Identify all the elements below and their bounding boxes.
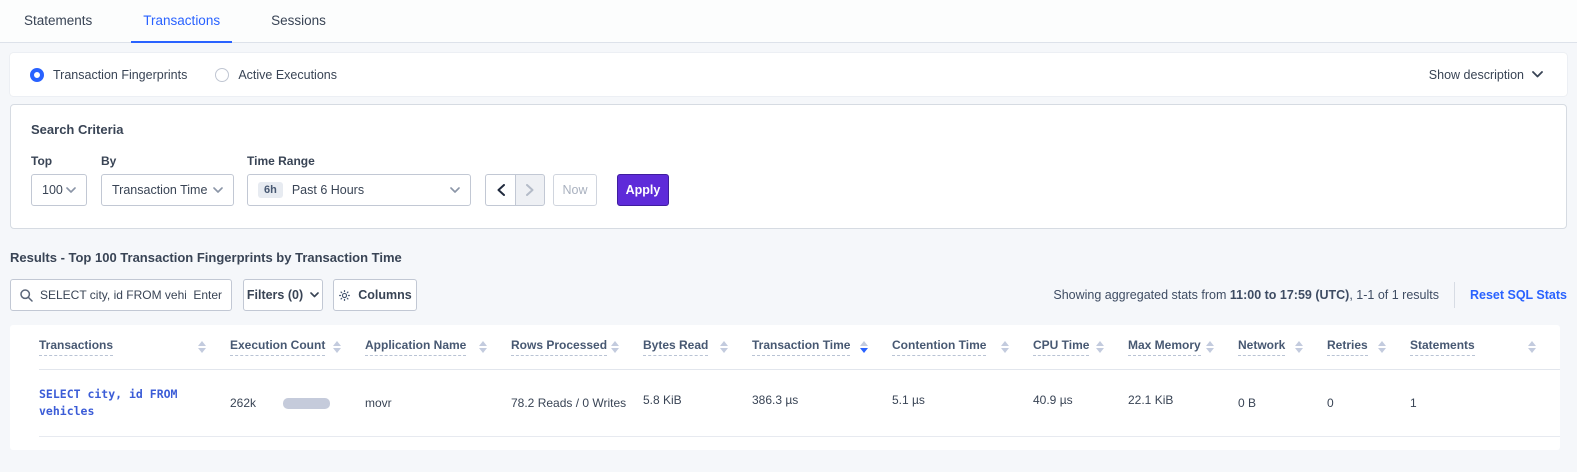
radio-label: Transaction Fingerprints — [53, 67, 188, 82]
radio-transaction-fingerprints[interactable]: Transaction Fingerprints — [30, 67, 188, 82]
columns-button[interactable]: Columns — [333, 279, 417, 311]
col-header-bytes-read[interactable]: Bytes Read — [643, 338, 752, 356]
by-select-value: Transaction Time — [112, 183, 208, 197]
table-row: SELECT city, id FROM vehicles 262k movr … — [39, 370, 1560, 437]
view-toggle-bar: Transaction Fingerprints Active Executio… — [10, 53, 1567, 96]
cell-cpu-time: 40.9 µs — [1033, 392, 1073, 407]
execution-count-barchart — [283, 397, 330, 409]
tab-statements[interactable]: Statements — [24, 13, 93, 28]
gear-icon — [339, 289, 351, 301]
top-field: Top 100 — [31, 154, 87, 206]
sort-icon[interactable] — [1528, 341, 1536, 353]
now-button[interactable]: Now — [553, 174, 597, 206]
chevron-right-icon — [526, 184, 534, 196]
chevron-down-icon — [1532, 71, 1543, 78]
next-window-button[interactable] — [515, 174, 545, 206]
radio-active-executions[interactable]: Active Executions — [215, 67, 337, 82]
table-header-row: Transactions Execution Count Application… — [39, 325, 1560, 370]
top-select[interactable]: 100 — [31, 174, 87, 206]
results-search-box: Enter — [10, 279, 232, 311]
transaction-fingerprint-link[interactable]: SELECT city, id FROM vehicles — [39, 387, 178, 418]
search-criteria-card: Search Criteria Top 100 By Transaction T… — [10, 104, 1567, 229]
cell-application-name: movr — [365, 396, 392, 410]
reset-sql-stats-link[interactable]: Reset SQL Stats — [1469, 288, 1567, 302]
results-controls-row: Enter Filters (0) Columns Showing aggreg… — [10, 279, 1567, 311]
previous-window-button[interactable] — [485, 174, 515, 206]
time-range-value: Past 6 Hours — [291, 183, 365, 197]
show-description-toggle[interactable]: Show description — [1429, 68, 1543, 82]
sort-icon[interactable] — [1378, 341, 1386, 353]
cell-statements: 1 — [1410, 396, 1417, 410]
sort-icon[interactable] — [1001, 341, 1009, 353]
sort-icon[interactable] — [720, 341, 728, 353]
chevron-down-icon — [213, 187, 223, 193]
by-field: By Transaction Time — [101, 154, 234, 206]
results-search-input[interactable] — [40, 288, 187, 302]
cell-transaction-time: 386.3 µs — [752, 392, 799, 407]
time-range-badge: 6h — [258, 182, 283, 198]
search-icon — [20, 288, 33, 302]
aggregated-stats-text: Showing aggregated stats from 11:00 to 1… — [1053, 288, 1439, 302]
time-range-field: Time Range 6h Past 6 Hours — [247, 154, 471, 206]
by-select[interactable]: Transaction Time — [101, 174, 234, 206]
chevron-down-icon — [450, 187, 460, 193]
cell-retries: 0 — [1327, 396, 1334, 410]
cell-transaction: SELECT city, id FROM vehicles — [39, 386, 230, 420]
results-table: Transactions Execution Count Application… — [10, 325, 1560, 450]
apply-button[interactable]: Apply — [617, 174, 669, 206]
chevron-left-icon — [497, 184, 505, 196]
tab-sessions[interactable]: Sessions — [271, 13, 326, 28]
search-enter-button[interactable]: Enter — [193, 288, 222, 302]
top-select-value: 100 — [42, 183, 63, 197]
divider — [1453, 282, 1455, 308]
col-header-network[interactable]: Network — [1238, 338, 1327, 356]
col-header-max-memory[interactable]: Max Memory — [1128, 338, 1238, 356]
cell-max-memory: 22.1 KiB — [1128, 392, 1174, 407]
cell-contention-time: 5.1 µs — [892, 392, 925, 407]
sort-icon[interactable] — [1295, 341, 1303, 353]
col-header-statements[interactable]: Statements — [1410, 338, 1560, 356]
chevron-down-icon — [310, 292, 319, 298]
filters-label: Filters (0) — [246, 288, 304, 302]
cell-rows-processed: 78.2 Reads / 0 Writes — [511, 396, 627, 410]
col-header-rows-processed[interactable]: Rows Processed — [511, 338, 643, 356]
by-label: By — [101, 154, 117, 168]
sort-icon[interactable] — [198, 341, 206, 353]
radio-label: Active Executions — [238, 67, 337, 82]
time-window-pager — [485, 174, 545, 206]
cell-execution-count: 262k — [230, 396, 365, 410]
cell-bytes-read: 5.8 KiB — [643, 392, 682, 407]
show-description-label: Show description — [1428, 67, 1524, 82]
search-criteria-title: Search Criteria — [31, 122, 124, 137]
col-header-contention-time[interactable]: Contention Time — [892, 338, 1033, 356]
top-label: Top — [31, 154, 53, 168]
cell-network: 0 B — [1238, 396, 1257, 410]
col-header-execution-count[interactable]: Execution Count — [230, 338, 365, 356]
col-header-transactions[interactable]: Transactions — [39, 338, 230, 356]
col-header-application-name[interactable]: Application Name — [365, 338, 511, 356]
col-header-cpu-time[interactable]: CPU Time — [1033, 338, 1128, 356]
view-toggle-group: Transaction Fingerprints Active Executio… — [30, 67, 337, 82]
page-tabbar: Statements Transactions Sessions — [0, 0, 1577, 43]
results-title: Results - Top 100 Transaction Fingerprin… — [10, 250, 402, 265]
chevron-down-icon — [66, 187, 76, 193]
sort-icon[interactable] — [1206, 341, 1214, 353]
columns-label: Columns — [358, 288, 412, 302]
radio-unselected-icon — [215, 67, 230, 82]
time-range-select[interactable]: 6h Past 6 Hours — [247, 174, 471, 206]
sort-icon[interactable] — [479, 341, 487, 353]
aggregated-stats-area: Showing aggregated stats from 11:00 to 1… — [1053, 282, 1567, 308]
filters-button[interactable]: Filters (0) — [243, 279, 323, 311]
radio-selected-icon — [30, 67, 44, 82]
sort-icon[interactable] — [611, 341, 619, 353]
time-range-label: Time Range — [247, 154, 315, 168]
tab-transactions[interactable]: Transactions — [131, 0, 233, 43]
sort-icon[interactable] — [333, 341, 341, 353]
sort-icon[interactable] — [1096, 341, 1104, 353]
sort-icon[interactable] — [860, 341, 868, 353]
col-header-transaction-time[interactable]: Transaction Time — [752, 338, 892, 356]
col-header-retries[interactable]: Retries — [1327, 338, 1410, 356]
